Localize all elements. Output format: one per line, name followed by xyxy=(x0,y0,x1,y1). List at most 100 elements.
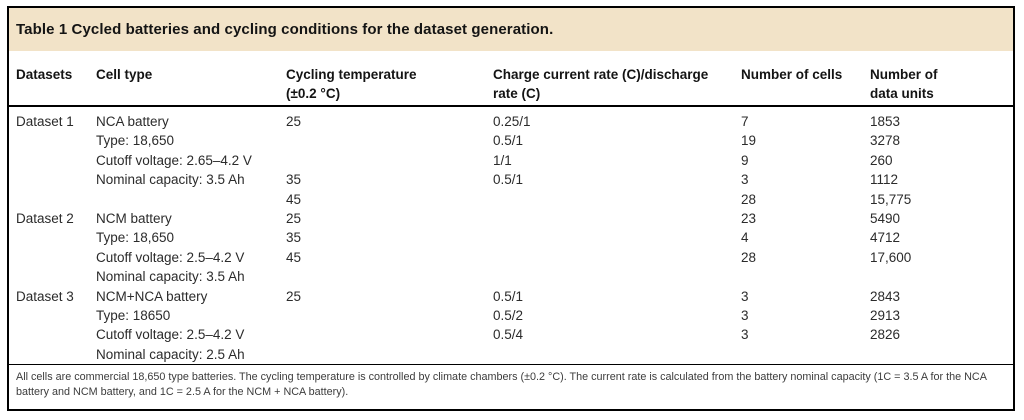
table-cell: 4712 xyxy=(870,230,901,246)
table-cell xyxy=(493,209,741,228)
table-cell: 7 xyxy=(741,114,749,129)
table-cell: 0.5/2 xyxy=(493,308,524,324)
table-cell xyxy=(286,325,493,344)
table-cell: 3 xyxy=(741,327,749,343)
table-cell xyxy=(493,228,741,247)
table-cell: 23 xyxy=(741,211,757,227)
table-cell xyxy=(9,345,96,364)
dataset-label: Dataset 3 xyxy=(16,288,74,304)
table-cell: 19 xyxy=(741,133,757,149)
table-cell: 17,600 xyxy=(870,249,912,265)
table-cell: 5490 xyxy=(870,211,901,227)
table-cell: 3 xyxy=(741,288,749,304)
table-cell: 1/1 xyxy=(493,152,512,168)
battery-cycling-table: Datasets Cell type Cycling temperature (±0… xyxy=(9,51,1013,364)
table-cell: 2843 xyxy=(870,288,901,304)
table-cell xyxy=(286,131,493,150)
table-row: Dataset 1 NCA battery 25 0.25/1 7 1853 xyxy=(9,106,1013,131)
table-cell: 3 xyxy=(741,308,749,324)
table-cell: Nominal capacity: 3.5 Ah xyxy=(96,269,245,285)
table-cell xyxy=(286,306,493,325)
table-cell: 260 xyxy=(870,152,893,168)
table-cell xyxy=(9,151,96,170)
table-cell: 45 xyxy=(286,249,302,265)
table-row: Cutoff voltage: 2.5–4.2 V 45 28 17,600 xyxy=(9,248,1013,267)
table-cell: 1853 xyxy=(870,114,901,129)
table-cell: 0.5/1 xyxy=(493,288,524,304)
table-cell: 2913 xyxy=(870,308,901,324)
table-title-band: Table 1 Cycled batteries and cycling con… xyxy=(9,8,1013,51)
table-row: Nominal capacity: 2.5 Ah xyxy=(9,345,1013,364)
table-cell: 28 xyxy=(741,191,757,207)
table-cell: 35 xyxy=(286,230,302,246)
table-cell: Type: 18,650 xyxy=(96,133,175,149)
table-row: Dataset 2 NCM battery 25 23 5490 xyxy=(9,209,1013,228)
column-header: Datasets xyxy=(9,51,96,107)
table-cell: Nominal capacity: 3.5 Ah xyxy=(96,172,245,188)
table-cell xyxy=(9,267,96,286)
table-cell xyxy=(493,345,741,364)
table-cell: 0.5/1 xyxy=(493,172,524,188)
table-cell: 3 xyxy=(741,172,749,188)
table-cell: 0.25/1 xyxy=(493,114,531,129)
table-row: Nominal capacity: 3.5 Ah 35 0.5/1 3 1112 xyxy=(9,170,1013,189)
table-row: Dataset 3 NCM+NCA battery 25 0.5/1 3 2843 xyxy=(9,287,1013,306)
table-cell: Type: 18,650 xyxy=(96,230,175,246)
table-cell xyxy=(286,267,493,286)
table-cell xyxy=(870,345,1013,364)
table-row: Cutoff voltage: 2.65–4.2 V 1/1 9 260 xyxy=(9,151,1013,170)
table-cell xyxy=(9,190,96,209)
table-cell xyxy=(9,228,96,247)
table-cell xyxy=(493,190,741,209)
table-cell: Cutoff voltage: 2.5–4.2 V xyxy=(96,327,245,343)
table-cell: NCA battery xyxy=(96,114,169,129)
table-row: Type: 18,650 35 4 4712 xyxy=(9,228,1013,247)
table-header-row: Datasets Cell type Cycling temperature (±0… xyxy=(9,51,1013,107)
dataset-label: Dataset 2 xyxy=(16,211,74,227)
column-header: Number of data units xyxy=(870,51,1013,107)
column-header: Cell type xyxy=(96,51,286,107)
table-row: Nominal capacity: 3.5 Ah xyxy=(9,267,1013,286)
table-cell xyxy=(9,170,96,189)
table-cell: 4 xyxy=(741,230,749,246)
table-cell xyxy=(96,190,286,209)
column-header: Charge current rate (C)/discharge rate (… xyxy=(493,51,741,107)
table-cell: 28 xyxy=(741,249,757,265)
table-cell xyxy=(493,248,741,267)
table-cell: 45 xyxy=(286,191,302,207)
table-cell: 15,775 xyxy=(870,191,912,207)
table-cell xyxy=(9,325,96,344)
table-cell xyxy=(9,306,96,325)
table-cell: Cutoff voltage: 2.5–4.2 V xyxy=(96,249,245,265)
table-cell: 25 xyxy=(286,288,302,304)
table-cell: 25 xyxy=(286,211,302,227)
table-cell: NCM+NCA battery xyxy=(96,288,208,304)
table-title: Table 1 Cycled batteries and cycling con… xyxy=(16,21,554,38)
table-cell xyxy=(493,267,741,286)
table-cell: NCM battery xyxy=(96,211,172,227)
table-cell: 2826 xyxy=(870,327,901,343)
table-row: Cutoff voltage: 2.5–4.2 V 0.5/4 3 2826 xyxy=(9,325,1013,344)
table-cell: Nominal capacity: 2.5 Ah xyxy=(96,346,245,362)
table-cell xyxy=(741,345,870,364)
table-cell xyxy=(9,248,96,267)
table-cell: 9 xyxy=(741,152,749,168)
table-cell xyxy=(741,267,870,286)
table-cell: 35 xyxy=(286,172,302,188)
table-row: 45 28 15,775 xyxy=(9,190,1013,209)
table-cell xyxy=(286,345,493,364)
column-header: Number of cells xyxy=(741,51,870,107)
column-header: Cycling temperature (±0.2 °C) xyxy=(286,51,493,107)
table-cell: 0.5/1 xyxy=(493,133,524,149)
table-footnote: All cells are commercial 18,650 type bat… xyxy=(9,364,1013,409)
table-1-panel: Table 1 Cycled batteries and cycling con… xyxy=(7,6,1015,411)
table-cell xyxy=(286,151,493,170)
table-cell: 0.5/4 xyxy=(493,327,524,343)
table-cell xyxy=(870,267,1013,286)
table-cell: Cutoff voltage: 2.65–4.2 V xyxy=(96,152,252,168)
table-cell xyxy=(9,131,96,150)
dataset-label: Dataset 1 xyxy=(16,114,74,129)
table-cell: 25 xyxy=(286,114,302,129)
table-cell: 3278 xyxy=(870,133,901,149)
